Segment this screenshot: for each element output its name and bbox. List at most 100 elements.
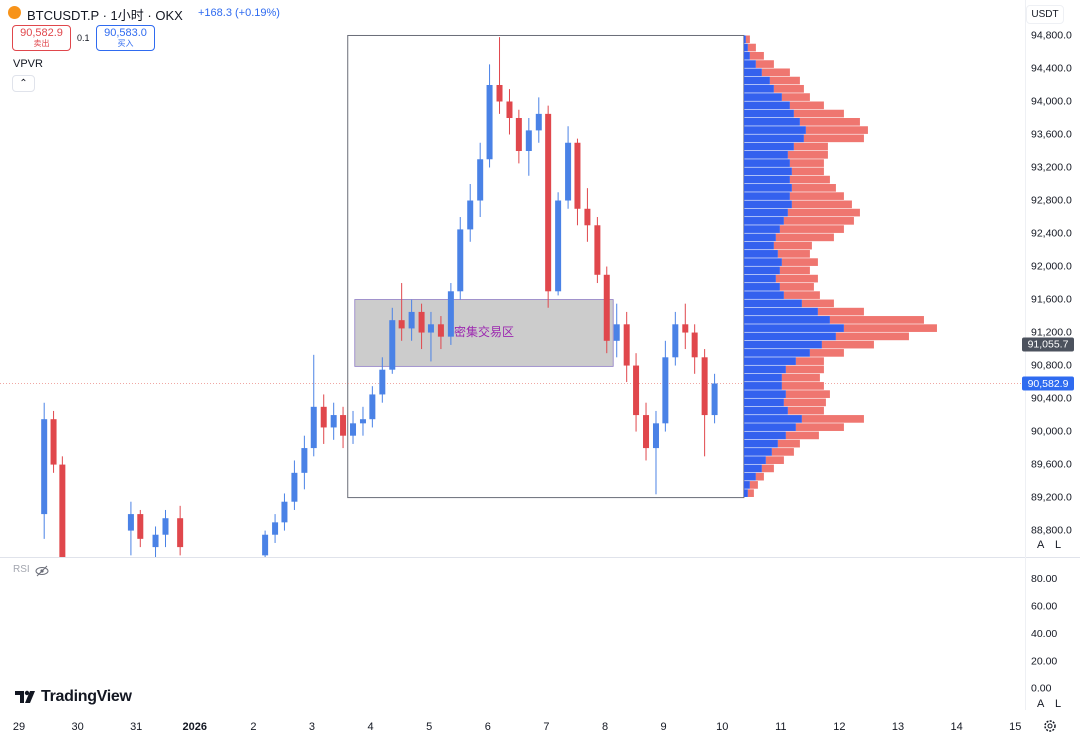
profile-sell (781, 258, 818, 266)
y-tick-label: 93,600.0 (1031, 128, 1072, 140)
indicator-name[interactable]: VPVR (13, 58, 43, 70)
profile-buy (743, 208, 788, 217)
profile-sell (749, 51, 764, 60)
rsi-title[interactable]: RSI (13, 564, 30, 575)
y-tick-label: 90,000.0 (1031, 425, 1072, 437)
profile-buy (743, 250, 778, 258)
profile-sell (799, 118, 860, 126)
auto-scale[interactable]: A (1037, 698, 1045, 710)
candle-body (177, 518, 184, 548)
profile-buy (743, 291, 784, 299)
sell-button[interactable]: 90,582.9 卖出 (12, 25, 71, 51)
candle-body (127, 514, 134, 531)
profile-sell (781, 93, 810, 101)
candle-body (506, 101, 513, 119)
candle-body (457, 229, 464, 292)
profile-sell (843, 324, 937, 332)
profile-buy (743, 167, 792, 176)
candle-body (291, 472, 298, 502)
candle-body (437, 324, 444, 337)
profile-sell (775, 233, 834, 242)
candle-body (477, 159, 484, 201)
x-tick-label: 4 (368, 721, 374, 733)
profile-buy (743, 118, 800, 126)
currency-button[interactable]: USDT (1026, 5, 1064, 24)
x-tick-label: 2 (250, 721, 256, 733)
annotation-zone (354, 299, 614, 367)
profile-buy (743, 225, 780, 233)
candle-body (320, 406, 327, 428)
profile-buy (743, 439, 778, 448)
axes: 29 30 31 2026 2 3 4 5 6 7 8 9 10 11 12 13 14 15 88,800.0 89… (13, 29, 1074, 733)
candle-body (59, 464, 66, 557)
candle-body (574, 142, 581, 209)
y-tick-label: 60.00 (1031, 600, 1057, 612)
profile-sell (747, 489, 754, 497)
candle-body (340, 415, 347, 436)
price-tag-label: 90,582.9 (1028, 378, 1069, 390)
profile-sell (785, 390, 830, 398)
profile-buy (743, 464, 762, 473)
profile-buy (743, 159, 790, 167)
profile-sell (789, 175, 830, 184)
profile-sell (765, 456, 784, 464)
candle-body (152, 534, 159, 548)
candle-body (633, 365, 640, 416)
profile-buy (743, 258, 782, 266)
log-scale[interactable]: L (1055, 698, 1062, 710)
candle-body (584, 208, 591, 226)
candle-body (555, 200, 562, 292)
y-tick-label: 92,800.0 (1031, 194, 1072, 206)
candle-body (711, 383, 718, 416)
profile-sell (791, 167, 824, 176)
profile-sell (771, 448, 794, 456)
profile-sell (749, 481, 758, 489)
profile-buy (743, 489, 748, 497)
profile-buy (743, 217, 784, 225)
x-tick-label: 13 (892, 721, 904, 733)
candle-body (301, 448, 308, 473)
y-tick-label: 90,400.0 (1031, 392, 1072, 404)
profile-sell (777, 250, 810, 258)
profile-sell (785, 431, 819, 440)
x-tick-label: 6 (485, 721, 491, 733)
hide-icon[interactable] (35, 565, 49, 577)
candle-body (389, 320, 396, 370)
profile-sell (829, 316, 924, 324)
candle-body (379, 369, 386, 395)
profile-sell (787, 406, 824, 415)
profile-sell (785, 365, 824, 374)
profile-buy (743, 382, 782, 390)
settings-icon[interactable] (1043, 719, 1057, 733)
y-tick-label: 90,800.0 (1031, 359, 1072, 371)
x-tick-label: 29 (13, 721, 25, 733)
profile-buy (743, 431, 786, 440)
profile-buy (743, 101, 790, 110)
candle-body (281, 501, 288, 523)
candle-body (50, 419, 57, 465)
profile-sell (795, 357, 824, 365)
profile-sell (761, 464, 774, 473)
log-scale[interactable]: L (1055, 539, 1062, 551)
candle-body (672, 324, 679, 358)
brand-name: TradingView (41, 688, 132, 705)
auto-scale[interactable]: A (1037, 539, 1045, 551)
coin-icon (8, 6, 21, 19)
profile-buy (743, 175, 790, 184)
profile-buy (743, 390, 786, 398)
buy-button[interactable]: 90,583.0 买入 (96, 25, 155, 51)
candle-body (594, 225, 601, 275)
profile-sell (769, 76, 800, 85)
profile-sell (793, 109, 844, 118)
profile-buy (743, 349, 810, 357)
symbol[interactable]: BTCUSDT.P · 1小时 · OKX (27, 8, 183, 23)
candle-body (467, 200, 474, 230)
collapse-button[interactable]: ⌃ (12, 75, 35, 92)
profile-buy (743, 142, 794, 151)
profile-sell (809, 349, 844, 357)
profile-sell (789, 192, 844, 200)
profile-sell (783, 398, 826, 407)
y-tick-label: 94,400.0 (1031, 62, 1072, 74)
